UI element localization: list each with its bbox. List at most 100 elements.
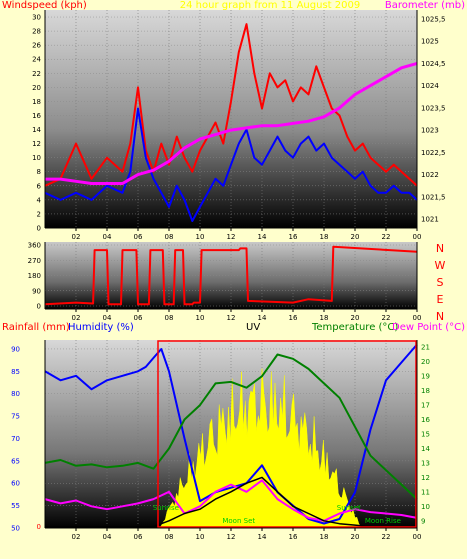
- y-right-tick-label: 1023,5: [421, 104, 446, 112]
- x-tick-label: 10: [196, 314, 205, 322]
- y-tick-label: 270: [28, 257, 41, 265]
- climate-series-group: [44, 343, 418, 528]
- annotation-label: Sunset: [337, 504, 361, 512]
- x-tick-label: 22: [382, 533, 391, 541]
- wind-direction-series-line: [44, 245, 418, 306]
- y-right-tick-label: 12: [421, 474, 430, 482]
- y-right-tick-label: 21: [421, 344, 430, 352]
- x-tick-label: 14: [258, 233, 267, 241]
- y-right-tick-label: 18: [421, 387, 430, 395]
- x-tick-label: 06: [134, 314, 143, 322]
- x-tick-label: 14: [258, 533, 267, 541]
- daylight-box: [157, 340, 417, 528]
- compass-label: S: [437, 276, 444, 289]
- y-right-tick-label: 20: [421, 358, 430, 366]
- x-tick-label: 18: [320, 533, 329, 541]
- gust-series-line: [44, 23, 418, 187]
- y-right-tick-label: 13: [421, 459, 430, 467]
- uv-label: UV: [246, 322, 260, 333]
- x-tick-label: 14: [258, 314, 267, 322]
- wind-gridlines: [45, 10, 417, 229]
- y-right-tick-label: 1025,5: [421, 15, 446, 23]
- y-tick-label: 18: [32, 98, 41, 106]
- y-tick-label: 70: [11, 435, 20, 443]
- x-tick-label: 10: [196, 233, 205, 241]
- x-tick-label: 12: [227, 533, 236, 541]
- x-tick-label: 04: [103, 233, 112, 241]
- wind-axes: 02468101214161820222426283010211021,5102…: [32, 10, 446, 241]
- climate-axes: 50 55 60 65 70 75 80 85 90 0 9 10 11 12 13 14 15 16 17 18 19…: [11, 340, 430, 541]
- x-tick-label: 00: [413, 233, 422, 241]
- uv-fill-area: [159, 368, 362, 529]
- uv-series-line: [45, 476, 417, 528]
- x-tick-label: 20: [351, 233, 360, 241]
- compass-label: E: [437, 293, 444, 306]
- y-tick-label: 55: [11, 502, 20, 510]
- y-right-tick-label: 1022,5: [421, 149, 446, 157]
- x-tick-label: 16: [289, 533, 298, 541]
- x-tick-label: 18: [320, 314, 329, 322]
- y-right-tick-label: 1021,5: [421, 193, 446, 201]
- compass-label: N: [436, 310, 444, 323]
- annotation-label: Moon Rise: [365, 517, 401, 525]
- x-tick-label: 02: [72, 533, 81, 541]
- y-tick-label: 50: [11, 525, 20, 533]
- x-tick-label: 00: [413, 314, 422, 322]
- x-tick-label: 22: [382, 233, 391, 241]
- x-tick-label: 02: [72, 314, 81, 322]
- x-tick-label: 10: [196, 533, 205, 541]
- barometer-series-line: [45, 61, 418, 185]
- y-tick-label: 14: [32, 126, 41, 134]
- y-tick-label: 30: [32, 14, 41, 22]
- y-tick-label: 8: [37, 168, 41, 176]
- y-right-tick-label: 1022: [421, 171, 439, 179]
- x-tick-label: 20: [351, 314, 360, 322]
- direction-series-group: [44, 245, 418, 306]
- x-tick-label: 08: [165, 233, 174, 241]
- y-tick-label: 180: [28, 272, 41, 280]
- y-tick-label: 65: [11, 457, 20, 465]
- y-tick-label: 24: [32, 56, 41, 64]
- direction-axes: 0 90 180 270 360 02 04 06 08 10 12 14 16 18 20 22 00: [28, 242, 422, 323]
- y-right-tick-label: 1024,5: [421, 60, 446, 68]
- humidity-label: Humidity (%): [68, 322, 134, 333]
- y-right-tick-label: 10: [421, 503, 430, 511]
- x-tick-label: 08: [165, 533, 174, 541]
- y-right-tick-label: 1024: [421, 82, 439, 90]
- temperature-series-line: [44, 353, 418, 500]
- x-tick-label: 22: [382, 314, 391, 322]
- y-tick-label: 28: [32, 28, 41, 36]
- wind-left-label: Windspeed (kph): [2, 0, 87, 11]
- x-tick-label: 12: [227, 314, 236, 322]
- annotation-label: Moon Set: [222, 517, 255, 525]
- y-right-tick-label: 1025: [421, 38, 439, 46]
- x-tick-label: 06: [134, 233, 143, 241]
- y-right-tick-label: 14: [421, 445, 430, 453]
- y-tick-label: 2: [37, 210, 41, 218]
- wind-right-label: Barometer (mb): [385, 0, 465, 11]
- x-tick-label: 16: [289, 233, 298, 241]
- y-right-tick-label: 19: [421, 373, 430, 381]
- x-tick-label: 20: [351, 533, 360, 541]
- dewpoint-series-line: [44, 479, 418, 522]
- temperature-label: Temperature (°C): [311, 322, 398, 333]
- y-tick-label: 10: [32, 154, 41, 162]
- x-tick-label: 16: [289, 314, 298, 322]
- y-tick-label: 12: [32, 140, 41, 148]
- x-tick-label: 12: [227, 233, 236, 241]
- climate-annotations: Sunrise Moon Set Sunset Moon Rise: [153, 504, 401, 525]
- y-tick-label: 80: [11, 390, 20, 398]
- compass-label: W: [435, 259, 446, 272]
- y-right-tick-label: 17: [421, 402, 430, 410]
- windspeed-series-line: [44, 107, 418, 222]
- x-tick-label: 06: [134, 533, 143, 541]
- x-tick-label: 04: [103, 533, 112, 541]
- y-tick-label: 360: [28, 242, 41, 250]
- y-tick-label: 20: [32, 84, 41, 92]
- y-right-tick-label: 1021: [421, 216, 439, 224]
- y-tick-label: 26: [32, 42, 41, 50]
- y-tick-label: 6: [37, 182, 42, 190]
- y-tick-label: 90: [11, 345, 20, 353]
- y-tick-label: 60: [11, 480, 20, 488]
